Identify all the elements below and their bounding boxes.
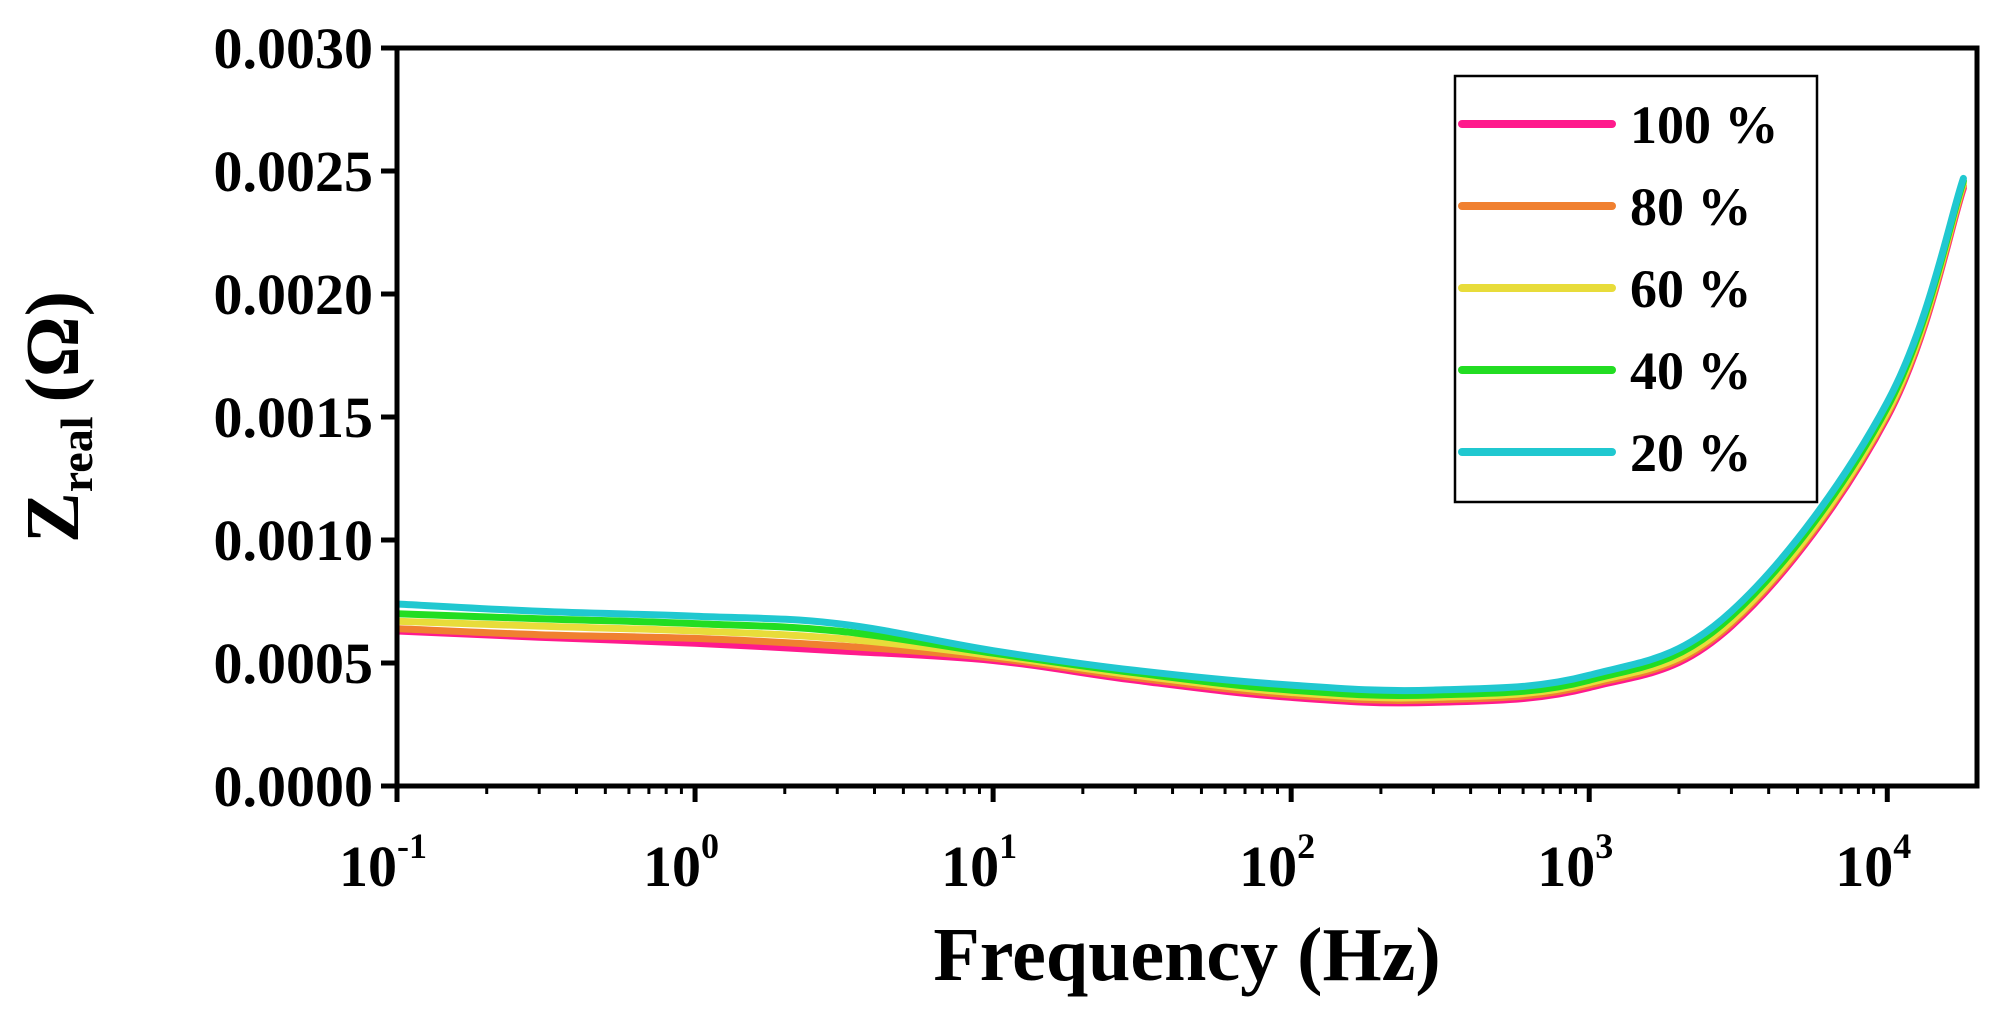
- series-line-5: [397, 174, 1967, 695]
- legend-label-2: 80 %: [1630, 177, 1752, 237]
- y-axis-ticks: 0.0000 0.0005 0.0010 0.0015 0.0020 0.0025 0.00…: [214, 16, 397, 819]
- y-axis-title: Zreal (Ω): [11, 291, 102, 543]
- x-tick-label: 10-1: [339, 826, 427, 899]
- y-tick-label: 0.0030: [214, 16, 374, 81]
- y-tick-label: 0.0020: [214, 262, 374, 327]
- x-tick-label: 100: [643, 826, 719, 899]
- x-axis-title: Frequency (Hz): [933, 913, 1440, 997]
- y-tick-label: 0.0015: [214, 385, 374, 450]
- x-tick-label: 104: [1835, 826, 1911, 899]
- legend-label-5: 20 %: [1630, 423, 1752, 483]
- y-axis-title-subscript: real: [51, 416, 102, 492]
- legend-label-1: 100 %: [1630, 95, 1779, 155]
- y-tick-label: 0.0025: [214, 139, 374, 204]
- x-axis-ticks: 10-1 100 101 102 103 104: [339, 786, 1911, 899]
- legend: 100 % 80 % 60 % 40 % 20 %: [1453, 74, 1819, 504]
- x-tick-label: 102: [1239, 826, 1315, 899]
- series-layer: [397, 174, 1967, 707]
- legend-label-4: 40 %: [1630, 341, 1752, 401]
- x-tick-label: 103: [1537, 826, 1613, 899]
- y-tick-label: 0.0005: [214, 631, 374, 696]
- y-tick-label: 0.0010: [214, 508, 374, 573]
- y-tick-label: 0.0000: [214, 754, 374, 819]
- x-tick-label: 101: [941, 826, 1017, 899]
- y-axis-title-unit: (Ω): [11, 291, 95, 402]
- y-axis-title-base: Z: [11, 492, 95, 543]
- legend-label-3: 60 %: [1630, 259, 1752, 319]
